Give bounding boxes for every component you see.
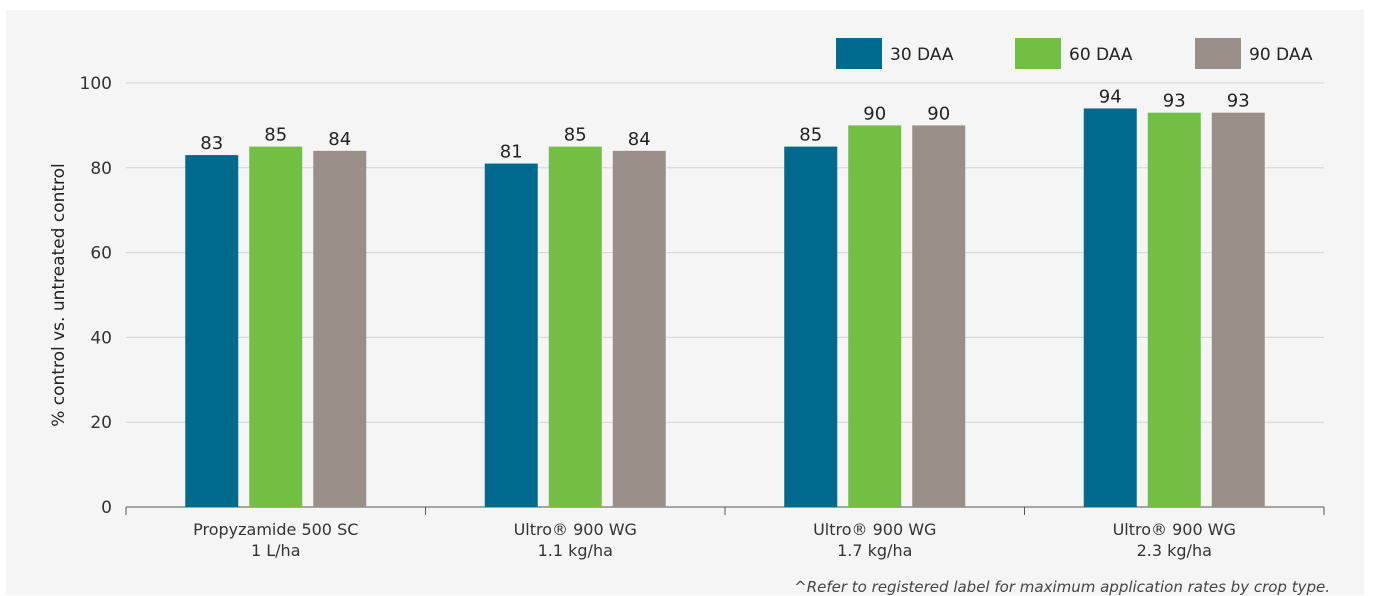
legend-label: 90 DAA xyxy=(1249,45,1313,65)
x-category-label: 1 L/ha xyxy=(251,541,301,560)
x-category-label: Propyzamide 500 SC xyxy=(193,520,358,539)
legend: 30 DAA 60 DAA 90 DAA xyxy=(836,38,1313,69)
y-tick-label: 0 xyxy=(101,498,112,518)
bar xyxy=(612,150,666,507)
bar xyxy=(784,146,838,507)
bar-value-label: 85 xyxy=(799,125,822,146)
bar xyxy=(848,125,902,508)
x-category-label: 1.1 kg/ha xyxy=(538,541,613,560)
data-labels: 83 85 84 81 85 84 85 90 90 94 93 93 xyxy=(200,86,1249,162)
bar xyxy=(548,146,602,507)
bar xyxy=(1083,108,1137,507)
bar xyxy=(1147,112,1201,508)
legend-swatch xyxy=(1015,38,1061,69)
bar-value-label: 84 xyxy=(328,129,351,150)
legend-swatch xyxy=(836,38,882,69)
bar-value-label: 85 xyxy=(564,125,587,146)
y-axis-title: % control vs. untreated control xyxy=(49,163,69,427)
bar-value-label: 84 xyxy=(628,129,651,150)
bar-chart: 0 20 40 60 80 100 Propyzamide 500 SC 1 L/ha Ultr… xyxy=(49,38,1325,560)
y-tick-label: 40 xyxy=(90,328,112,348)
y-tick-label: 80 xyxy=(90,159,112,179)
bar-value-label: 90 xyxy=(927,103,950,124)
x-category-label: Ultro® 900 WG xyxy=(514,520,637,539)
bar-value-label: 93 xyxy=(1227,91,1250,112)
x-category-label: 1.7 kg/ha xyxy=(837,541,912,560)
bar-value-label: 90 xyxy=(863,103,886,124)
bar xyxy=(249,146,303,507)
legend-swatch xyxy=(1195,38,1241,69)
legend-label: 60 DAA xyxy=(1069,45,1133,65)
y-tick-label: 20 xyxy=(90,413,112,433)
footnote: ^Refer to registered label for maximum a… xyxy=(794,578,1330,596)
bar xyxy=(484,163,538,507)
x-category-label: Ultro® 900 WG xyxy=(1113,520,1236,539)
bars xyxy=(185,108,1265,508)
bar-value-label: 81 xyxy=(500,142,523,163)
x-category-label: 2.3 kg/ha xyxy=(1137,541,1212,560)
bar-value-label: 94 xyxy=(1099,86,1122,107)
x-category-label: Ultro® 900 WG xyxy=(813,520,936,539)
y-tick-label: 100 xyxy=(80,74,112,94)
legend-label: 30 DAA xyxy=(890,45,954,65)
bar-value-label: 93 xyxy=(1163,91,1186,112)
gridlines xyxy=(126,82,1324,423)
bar xyxy=(1211,112,1265,508)
bar xyxy=(912,125,966,508)
y-tick-label: 60 xyxy=(90,244,112,264)
bar-value-label: 85 xyxy=(264,125,287,146)
bar xyxy=(313,150,367,507)
bar xyxy=(185,155,239,507)
chart-panel: 0 20 40 60 80 100 Propyzamide 500 SC 1 L/ha Ultr… xyxy=(6,10,1364,596)
bar-value-label: 83 xyxy=(200,133,223,154)
